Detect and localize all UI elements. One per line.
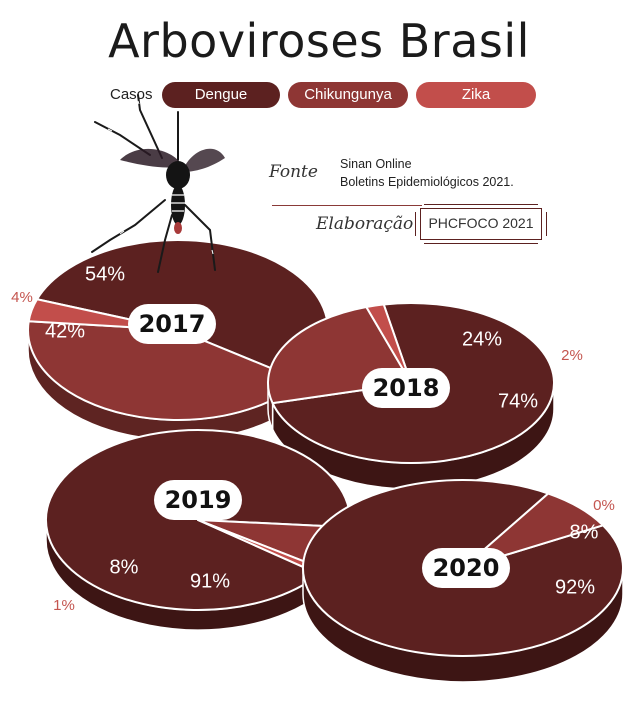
slice-label: 1% bbox=[53, 597, 75, 614]
slice-label: 2% bbox=[561, 347, 583, 364]
page-title: Arboviroses Brasil bbox=[108, 14, 530, 68]
slice-label: 42% bbox=[45, 320, 85, 342]
slice-label: 24% bbox=[462, 328, 502, 350]
slice-label: 74% bbox=[498, 390, 538, 412]
divider bbox=[272, 205, 422, 206]
year-label: 2018 bbox=[373, 374, 440, 402]
legend-item-zika: Zika bbox=[416, 82, 536, 108]
year-label: 2020 bbox=[433, 554, 500, 582]
year-label: 2019 bbox=[165, 486, 232, 514]
mosquito-illustration bbox=[91, 94, 225, 273]
credit-box: PHCFOCO 2021 bbox=[415, 204, 547, 244]
legend-item-chikungunya: Chikungunya bbox=[288, 82, 408, 108]
slice-label: 8% bbox=[110, 556, 139, 578]
pie-2017: 54% 42% 4% 2017 bbox=[11, 239, 329, 441]
source-line: Sinan Online bbox=[340, 157, 412, 171]
year-badge bbox=[154, 480, 242, 520]
slice-label: 0% bbox=[593, 497, 615, 514]
pie-2020: 92% 8% 0% 2020 bbox=[302, 479, 624, 683]
pie-slice-zika bbox=[365, 303, 412, 384]
year-label: 2017 bbox=[139, 310, 206, 338]
source-line: Boletins Epidemiológicos 2021. bbox=[340, 175, 514, 189]
legend-label: Casos bbox=[110, 86, 153, 103]
year-badge bbox=[362, 368, 450, 408]
year-badge bbox=[422, 548, 510, 588]
source-label: Fonte bbox=[269, 162, 318, 182]
year-badge bbox=[128, 304, 216, 344]
pie-2018: 74% 24% 2% 2018 bbox=[267, 302, 583, 490]
pie-slice-chikungunya bbox=[462, 492, 604, 569]
slice-label: 8% bbox=[570, 521, 599, 543]
slice-label: 4% bbox=[11, 289, 33, 306]
pie-slice-chikungunya bbox=[27, 320, 303, 421]
credit-label: Elaboração bbox=[316, 214, 414, 234]
slice-label: 91% bbox=[190, 570, 230, 592]
slice-label: 92% bbox=[555, 576, 595, 598]
slice-label: 54% bbox=[85, 263, 125, 285]
legend-item-dengue: Dengue bbox=[162, 82, 280, 108]
